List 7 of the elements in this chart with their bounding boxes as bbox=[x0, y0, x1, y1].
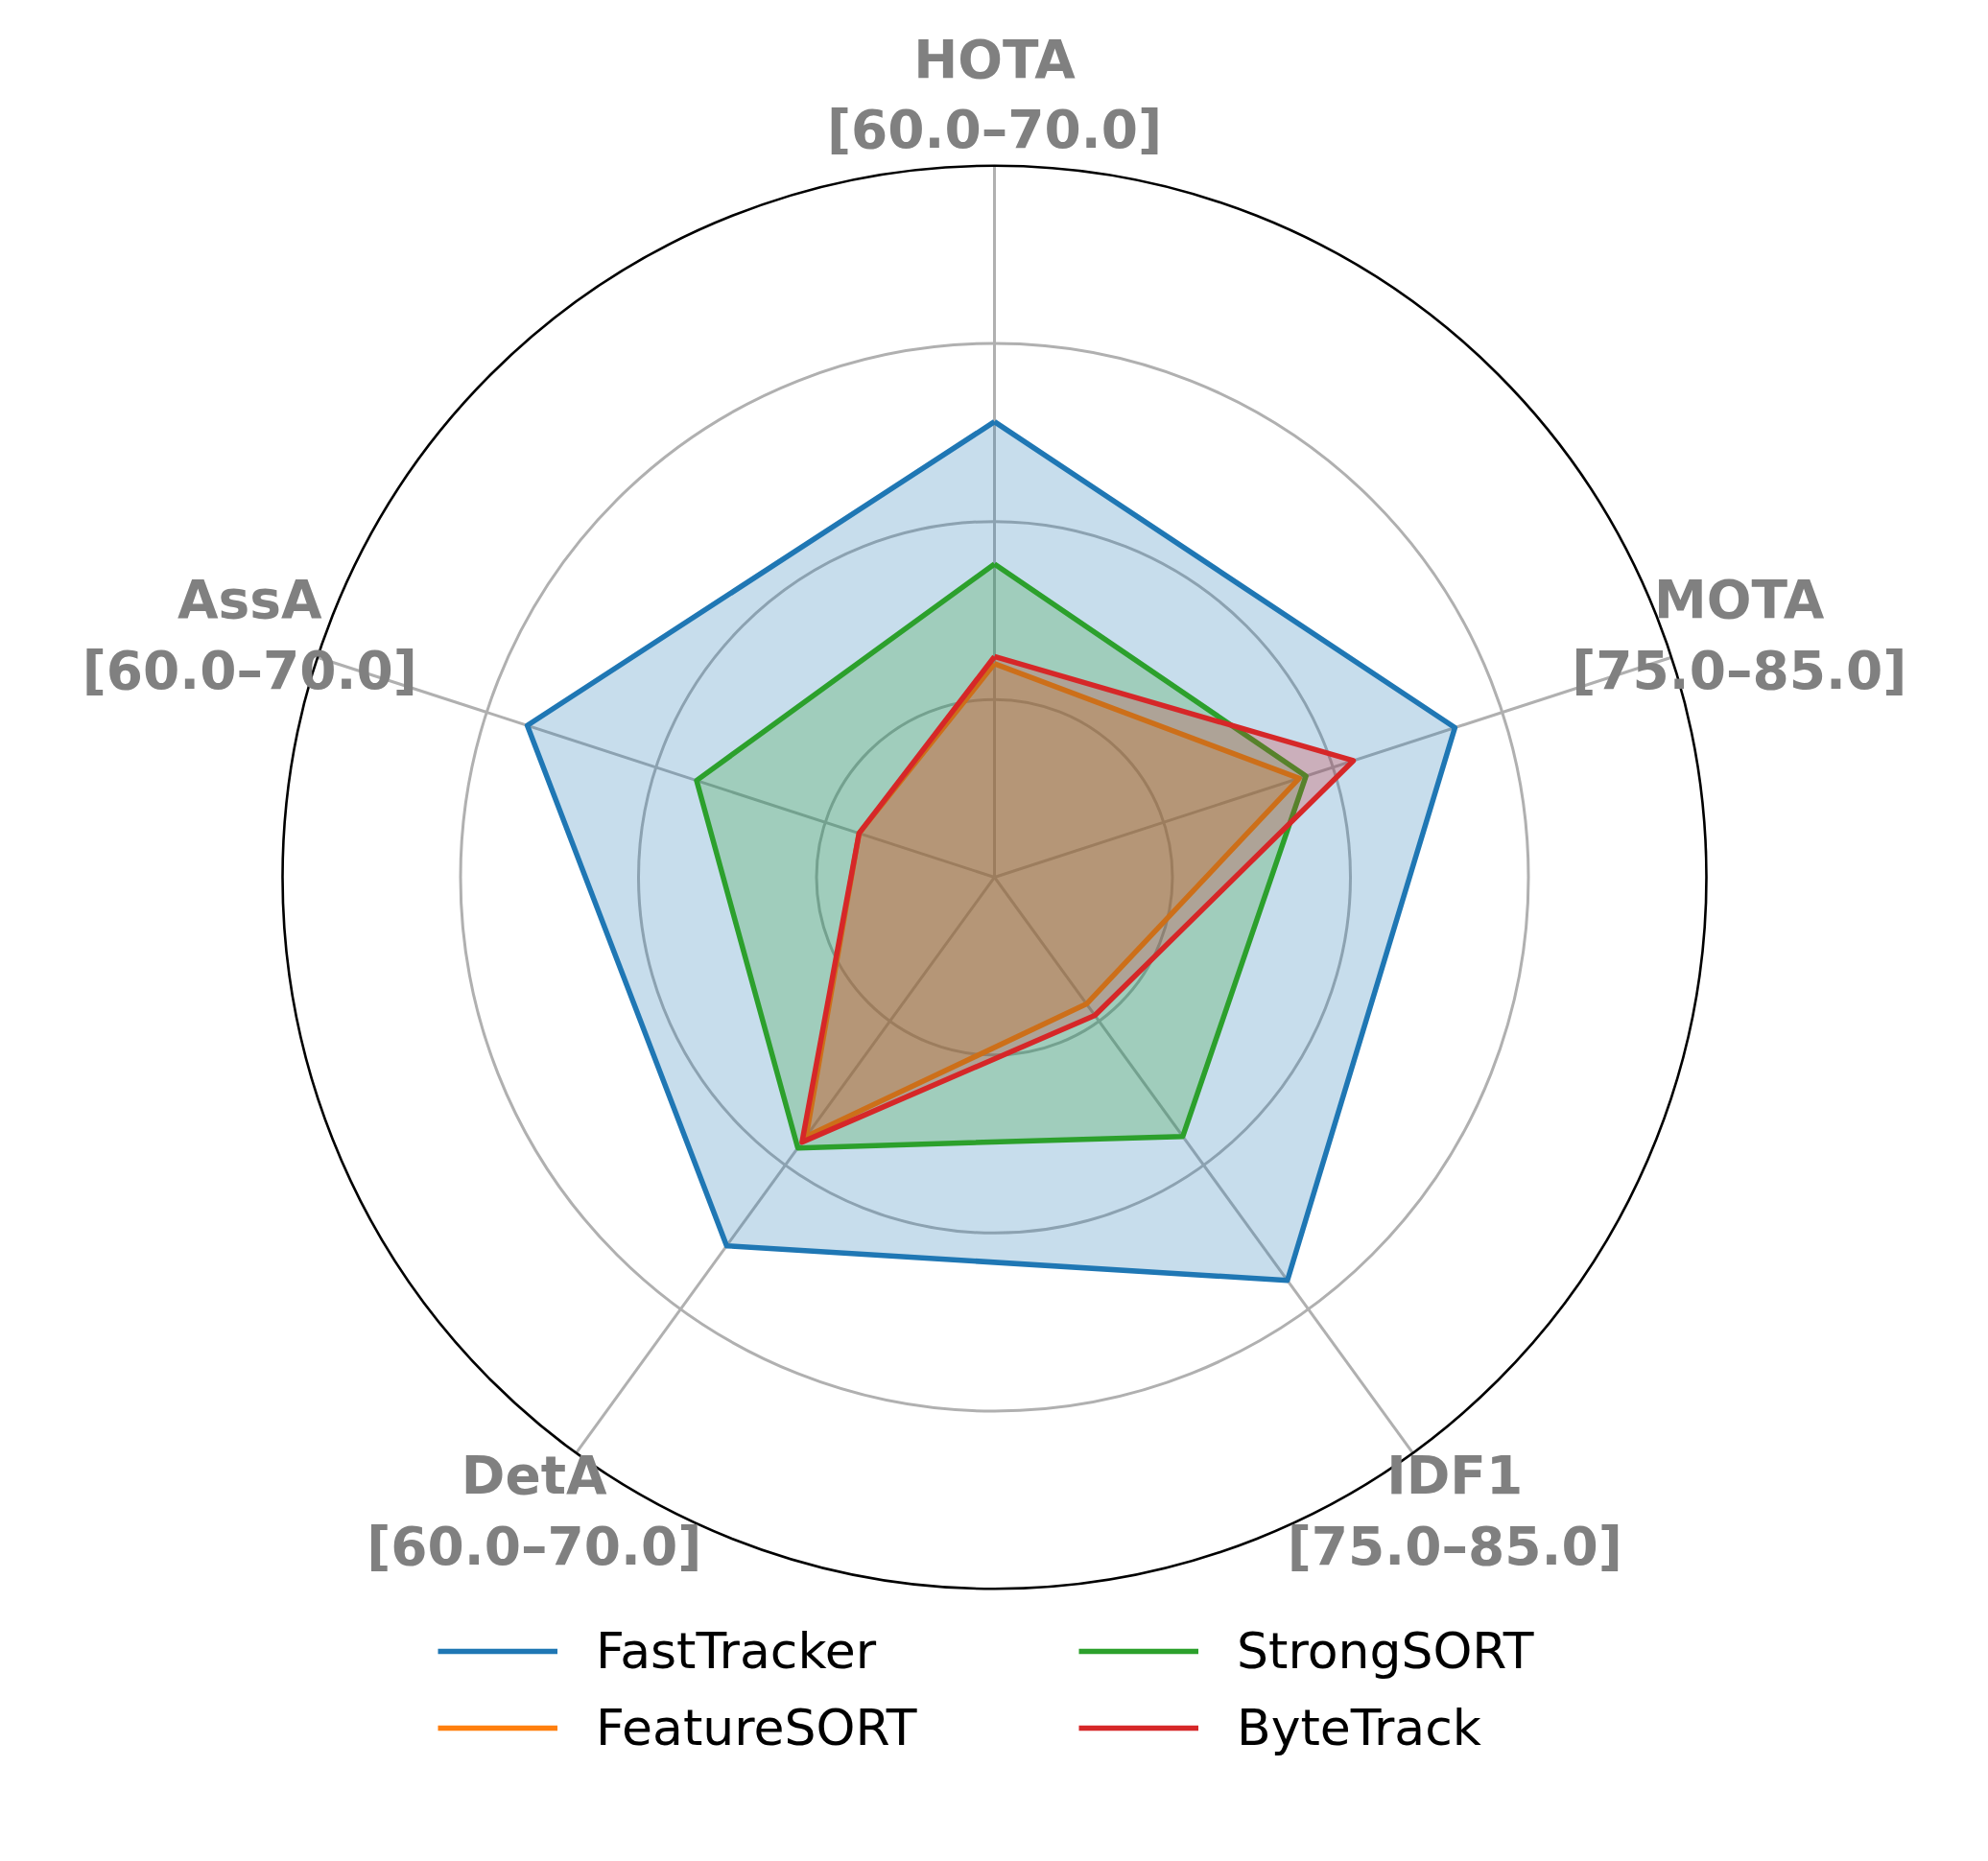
legend-label: FastTracker bbox=[596, 1622, 877, 1680]
spoke-label: HOTA [60.0–70.0] bbox=[826, 28, 1163, 161]
spoke-label: IDF1 [75.0–85.0] bbox=[1287, 1445, 1622, 1577]
spoke-label: DetA [60.0–70.0] bbox=[367, 1445, 702, 1577]
legend-label: StrongSORT bbox=[1237, 1622, 1534, 1680]
legend-label: ByteTrack bbox=[1237, 1699, 1481, 1756]
legend-label: FeatureSORT bbox=[596, 1699, 917, 1756]
